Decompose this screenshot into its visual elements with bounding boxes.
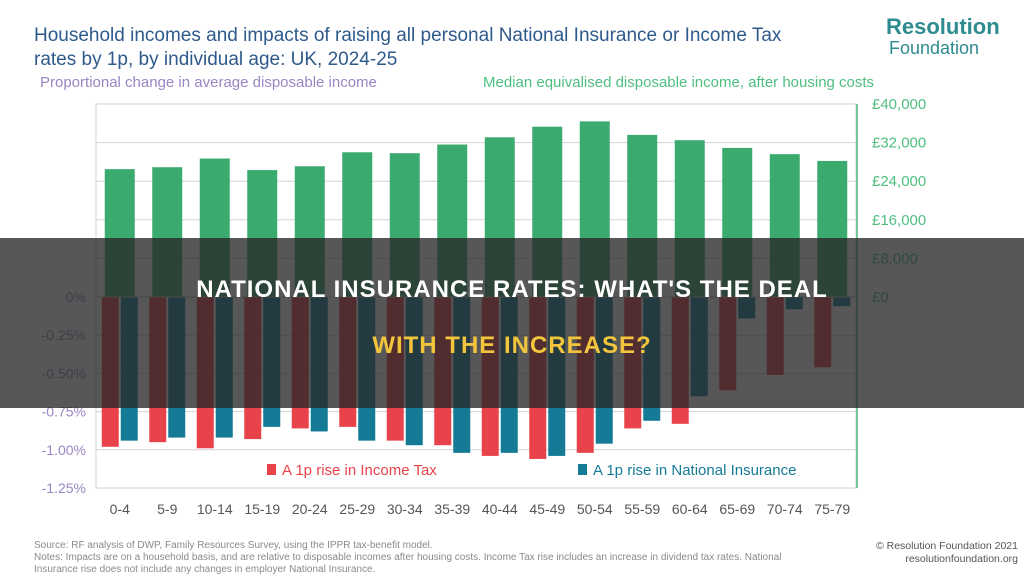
footer-credit: © Resolution Foundation 2021 resolutionf… bbox=[848, 540, 1018, 566]
income-tick-label: £32,000 bbox=[872, 135, 926, 152]
resolution-foundation-logo: Resolution Foundation bbox=[886, 14, 1008, 59]
footer-notes-line-1: Notes: Impacts are on a household basis,… bbox=[34, 552, 782, 563]
category-label: 40-44 bbox=[482, 501, 518, 517]
footer-source: Source: RF analysis of DWP, Family Resou… bbox=[34, 540, 433, 551]
category-label: 5-9 bbox=[157, 501, 177, 517]
logo-line-1: Resolution bbox=[886, 14, 1000, 39]
category-label: 25-29 bbox=[339, 501, 375, 517]
category-label: 10-14 bbox=[197, 501, 233, 517]
footer-copyright: © Resolution Foundation 2021 bbox=[875, 540, 1018, 552]
percent-tick-label: -1.00% bbox=[42, 442, 86, 458]
category-label: 50-54 bbox=[577, 501, 613, 517]
category-label: 70-74 bbox=[767, 501, 803, 517]
income-tick-label: £24,000 bbox=[872, 173, 926, 190]
income-tick-label: £40,000 bbox=[872, 96, 926, 113]
chart-title: Household incomes and impacts of raising… bbox=[34, 24, 884, 72]
category-label: 60-64 bbox=[672, 501, 708, 517]
banner-headline-line-2: WITH THE INCREASE? bbox=[372, 332, 652, 359]
legend-swatch-income-tax bbox=[267, 464, 276, 475]
chart-title-line-2: rates by 1p, by individual age: UK, 2024… bbox=[34, 49, 398, 70]
category-label: 55-59 bbox=[624, 501, 660, 517]
chart-title-line-1: Household incomes and impacts of raising… bbox=[34, 25, 782, 46]
category-label: 75-79 bbox=[814, 501, 850, 517]
legend-swatch-national-insurance bbox=[578, 464, 587, 475]
category-label: 20-24 bbox=[292, 501, 328, 517]
footer-notes-line-2: Insurance rise does not include any chan… bbox=[34, 564, 376, 575]
logo-line-2: Foundation bbox=[889, 38, 980, 58]
overlay-banner bbox=[0, 238, 1024, 408]
right-axis-label: Median equivalised disposable income, af… bbox=[483, 74, 875, 91]
category-label: 65-69 bbox=[719, 501, 755, 517]
footer-url: resolutionfoundation.org bbox=[905, 553, 1018, 565]
category-label: 0-4 bbox=[110, 501, 130, 517]
category-label: 15-19 bbox=[244, 501, 280, 517]
left-axis-label: Proportional change in average disposabl… bbox=[40, 74, 377, 91]
legend-label-national-insurance: A 1p rise in National Insurance bbox=[593, 462, 796, 479]
banner-headline-line-1: NATIONAL INSURANCE RATES: WHAT'S THE DEA… bbox=[196, 276, 828, 303]
footer-notes: Source: RF analysis of DWP, Family Resou… bbox=[34, 540, 854, 576]
category-label: 30-34 bbox=[387, 501, 423, 517]
percent-tick-label: -1.25% bbox=[42, 480, 86, 496]
legend-label-income-tax: A 1p rise in Income Tax bbox=[282, 462, 437, 479]
income-tick-label: £16,000 bbox=[872, 212, 926, 229]
category-label: 35-39 bbox=[434, 501, 470, 517]
category-label: 45-49 bbox=[529, 501, 565, 517]
